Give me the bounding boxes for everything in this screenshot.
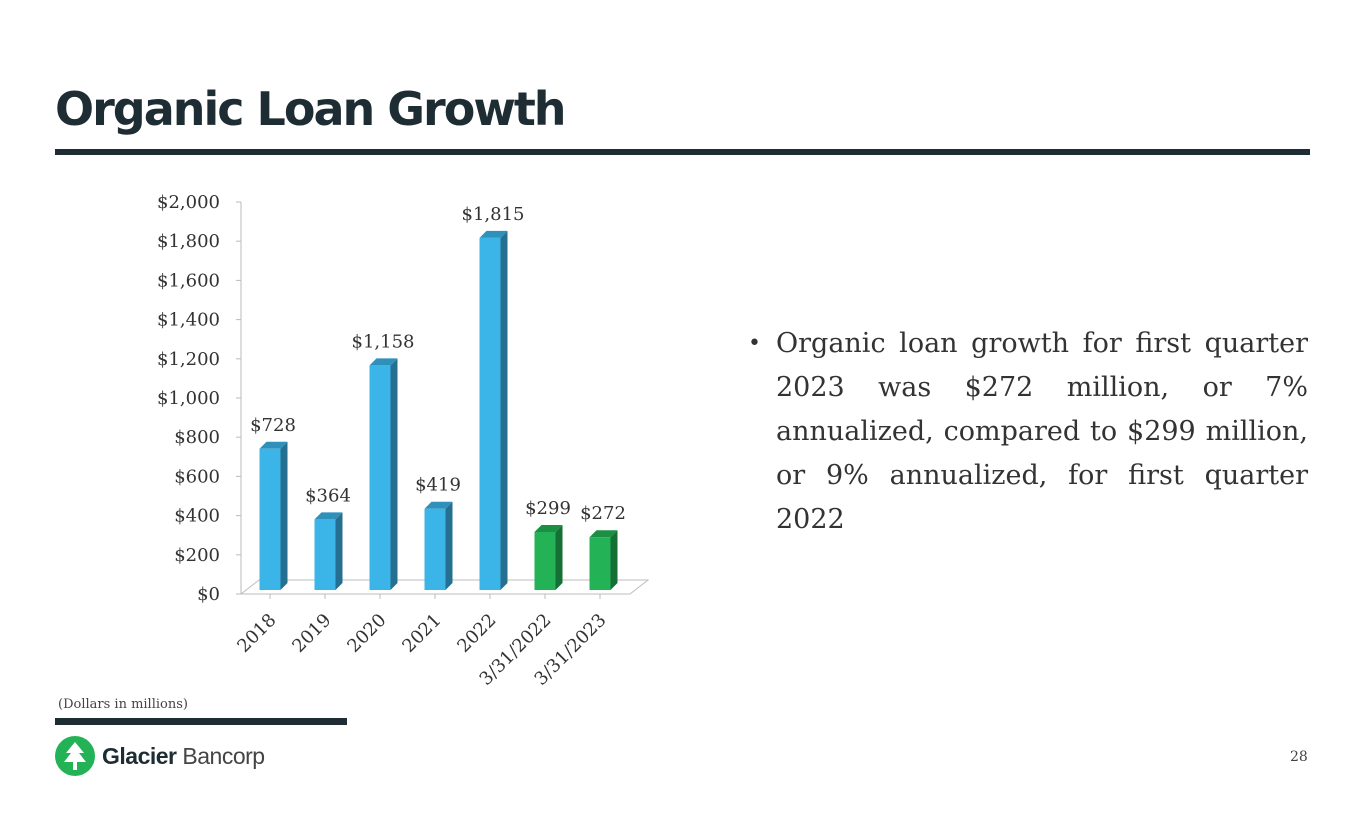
bar-value-label: $419 [415,475,461,496]
bar [369,365,391,590]
bar-value-label: $364 [305,485,351,506]
bar [479,237,501,590]
bar-side [610,530,618,590]
y-tick-label: $0 [197,584,220,605]
x-category-label: 2018 [233,610,280,657]
y-tick-label: $400 [174,506,220,527]
title-divider [55,149,1310,155]
bar-side [500,230,508,590]
y-tick-label: $200 [174,545,220,566]
y-tick-label: $1,600 [157,270,220,291]
bar-top [589,530,618,538]
bar-side [390,358,398,590]
bar [534,531,556,590]
bar [259,448,281,590]
bar-value-label: $728 [250,415,296,436]
bar [589,537,611,590]
bar-top [369,358,398,366]
bar-side [555,524,563,590]
tree-icon [55,736,95,776]
x-category-label: 2020 [343,610,390,657]
bullet-point: • Organic loan growth for first quarter … [748,322,1308,542]
company-name-bold: Glacier [102,742,177,769]
y-tick-label: $1,200 [157,349,220,370]
units-footnote: (Dollars in millions) [58,697,188,712]
y-tick-label: $2,000 [157,192,220,213]
bar-value-label: $1,815 [462,204,525,225]
y-tick-label: $1,000 [157,388,220,409]
bar-top [259,441,288,449]
bar-top [424,501,453,509]
x-category-label: 2019 [288,610,335,657]
y-tick-label: $800 [174,427,220,448]
bar-side [280,441,288,590]
bar-side [445,501,453,590]
company-name: Glacier Bancorp [102,743,265,770]
bullet-text: Organic loan growth for first quarter 20… [776,328,1308,535]
y-tick-label: $1,800 [157,231,220,252]
bar [424,508,446,590]
page-number: 28 [1290,749,1308,765]
bullet-dot: • [748,331,761,356]
page-title: Organic Loan Growth [55,82,567,136]
y-tick-label: $600 [174,466,220,487]
bar-side [335,512,343,590]
y-tick-label: $1,400 [157,310,220,331]
company-logo: Glacier Bancorp [55,736,265,776]
bar-value-label: $1,158 [352,331,415,352]
loan-growth-chart: $0 $200 $400 $600 $800 $1,000 $1,200 $1,400 $1,6… [157,192,650,690]
bar-top [534,524,563,532]
bar [314,519,336,590]
bar-top [479,230,508,238]
x-category-label: 2021 [398,610,445,657]
x-category-label: 2022 [453,610,500,657]
bar-value-label: $272 [580,503,626,524]
bar-top [314,512,343,520]
bar-value-label: $299 [525,498,571,519]
company-name-light: Bancorp [182,742,265,769]
footnote-divider [55,718,347,725]
